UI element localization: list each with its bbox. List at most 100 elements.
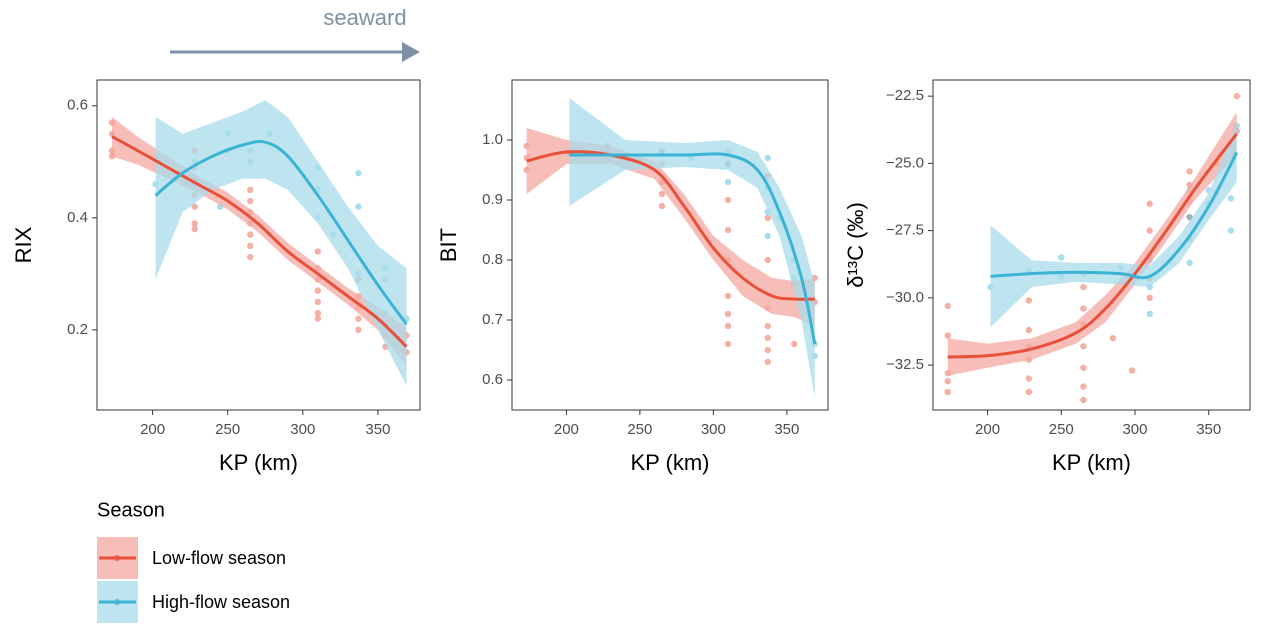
fit-line [154, 140, 408, 326]
data-point [764, 154, 771, 162]
data-point [724, 178, 732, 186]
data-point [764, 358, 771, 366]
data-point [314, 298, 322, 306]
x-tick-label: 200 [554, 421, 579, 438]
x-tick-label: 200 [140, 421, 165, 438]
data-point [724, 322, 732, 330]
data-point [1025, 388, 1033, 396]
y-tick-label: 0.6 [67, 97, 88, 114]
data-point [724, 292, 732, 300]
data-point [191, 220, 198, 227]
y-tick-label: 1.0 [482, 131, 503, 148]
data-point [355, 326, 362, 334]
data-point [764, 256, 771, 264]
data-point [724, 196, 732, 204]
data-point [247, 197, 254, 205]
legend-title: Season [97, 499, 165, 521]
data-point [191, 203, 198, 210]
data-point [1186, 168, 1193, 175]
data-point [355, 315, 362, 322]
y-tick-label: 0.9 [482, 191, 503, 208]
data-point [1146, 227, 1153, 234]
annotation: seaward [323, 5, 406, 30]
y-axis-title: δ¹³C (‰) [843, 202, 868, 288]
y-tick-label: 0.7 [482, 311, 503, 328]
data-point [658, 190, 666, 198]
data-point [724, 226, 732, 234]
data-point [724, 310, 732, 318]
panel-border [932, 79, 1251, 411]
data-point [944, 388, 951, 396]
legend-dot [113, 598, 121, 606]
fit-line [526, 150, 815, 301]
data-point [1080, 383, 1087, 390]
data-point [1080, 364, 1087, 371]
data-point [355, 203, 362, 210]
panel-border [96, 79, 421, 411]
data-point [724, 340, 732, 348]
y-axis-title: RIX [11, 226, 36, 263]
data-point [1080, 396, 1087, 404]
data-point [314, 287, 322, 294]
data-point [314, 315, 322, 322]
data-point [247, 253, 254, 261]
fit-line [990, 151, 1239, 280]
y-tick-label: 0.4 [67, 209, 88, 226]
x-tick-label: 350 [1196, 421, 1221, 438]
x-tick-label: 200 [975, 421, 1000, 438]
data-point [764, 334, 771, 342]
confidence-band [990, 123, 1237, 328]
data-point [944, 302, 951, 310]
y-tick-label: 0.6 [482, 371, 503, 388]
data-point [658, 202, 666, 210]
data-point [1146, 200, 1153, 207]
data-point [764, 322, 771, 330]
data-point [764, 232, 771, 240]
data-point [1080, 343, 1087, 350]
data-point [1146, 294, 1153, 302]
x-axis-title: KP (km) [1052, 450, 1131, 475]
x-tick-label: 300 [290, 421, 315, 438]
y-tick-label: −32.5 [886, 356, 924, 373]
data-point [355, 169, 362, 177]
confidence-band [155, 100, 407, 386]
data-point [1025, 297, 1033, 304]
y-axis-title: BIT [436, 228, 461, 262]
data-point [1080, 283, 1087, 291]
y-tick-label: −25.0 [886, 154, 924, 171]
x-tick-label: 350 [774, 421, 799, 438]
data-point [314, 248, 322, 255]
arrow-head [402, 42, 420, 62]
data-point [247, 242, 254, 250]
data-point [1025, 375, 1033, 382]
x-tick-label: 250 [215, 421, 240, 438]
data-point [247, 186, 254, 194]
plot-area [108, 100, 410, 386]
fit-line [947, 132, 1238, 359]
x-tick-label: 300 [701, 421, 726, 438]
panel-border [511, 79, 829, 411]
x-axis-title: KP (km) [630, 450, 709, 475]
data-point [247, 231, 254, 238]
y-tick-label: −27.5 [886, 222, 924, 239]
data-point [1186, 259, 1193, 267]
data-point [944, 378, 951, 385]
y-tick-label: −30.0 [886, 289, 924, 306]
data-point [1146, 310, 1153, 318]
data-point [191, 225, 198, 233]
x-tick-label: 350 [365, 421, 390, 438]
plot-area [523, 98, 818, 398]
data-point [944, 332, 951, 339]
fit-line [111, 135, 408, 348]
data-point [790, 340, 798, 348]
fit-line [569, 152, 817, 345]
data-point [1128, 367, 1136, 374]
data-point [1233, 92, 1240, 100]
x-tick-label: 300 [1122, 421, 1147, 438]
data-point [1227, 227, 1235, 234]
legend-label: High-flow season [152, 592, 290, 612]
y-tick-label: 0.2 [67, 321, 88, 338]
plot-area [944, 92, 1240, 404]
confidence-band [569, 98, 815, 398]
